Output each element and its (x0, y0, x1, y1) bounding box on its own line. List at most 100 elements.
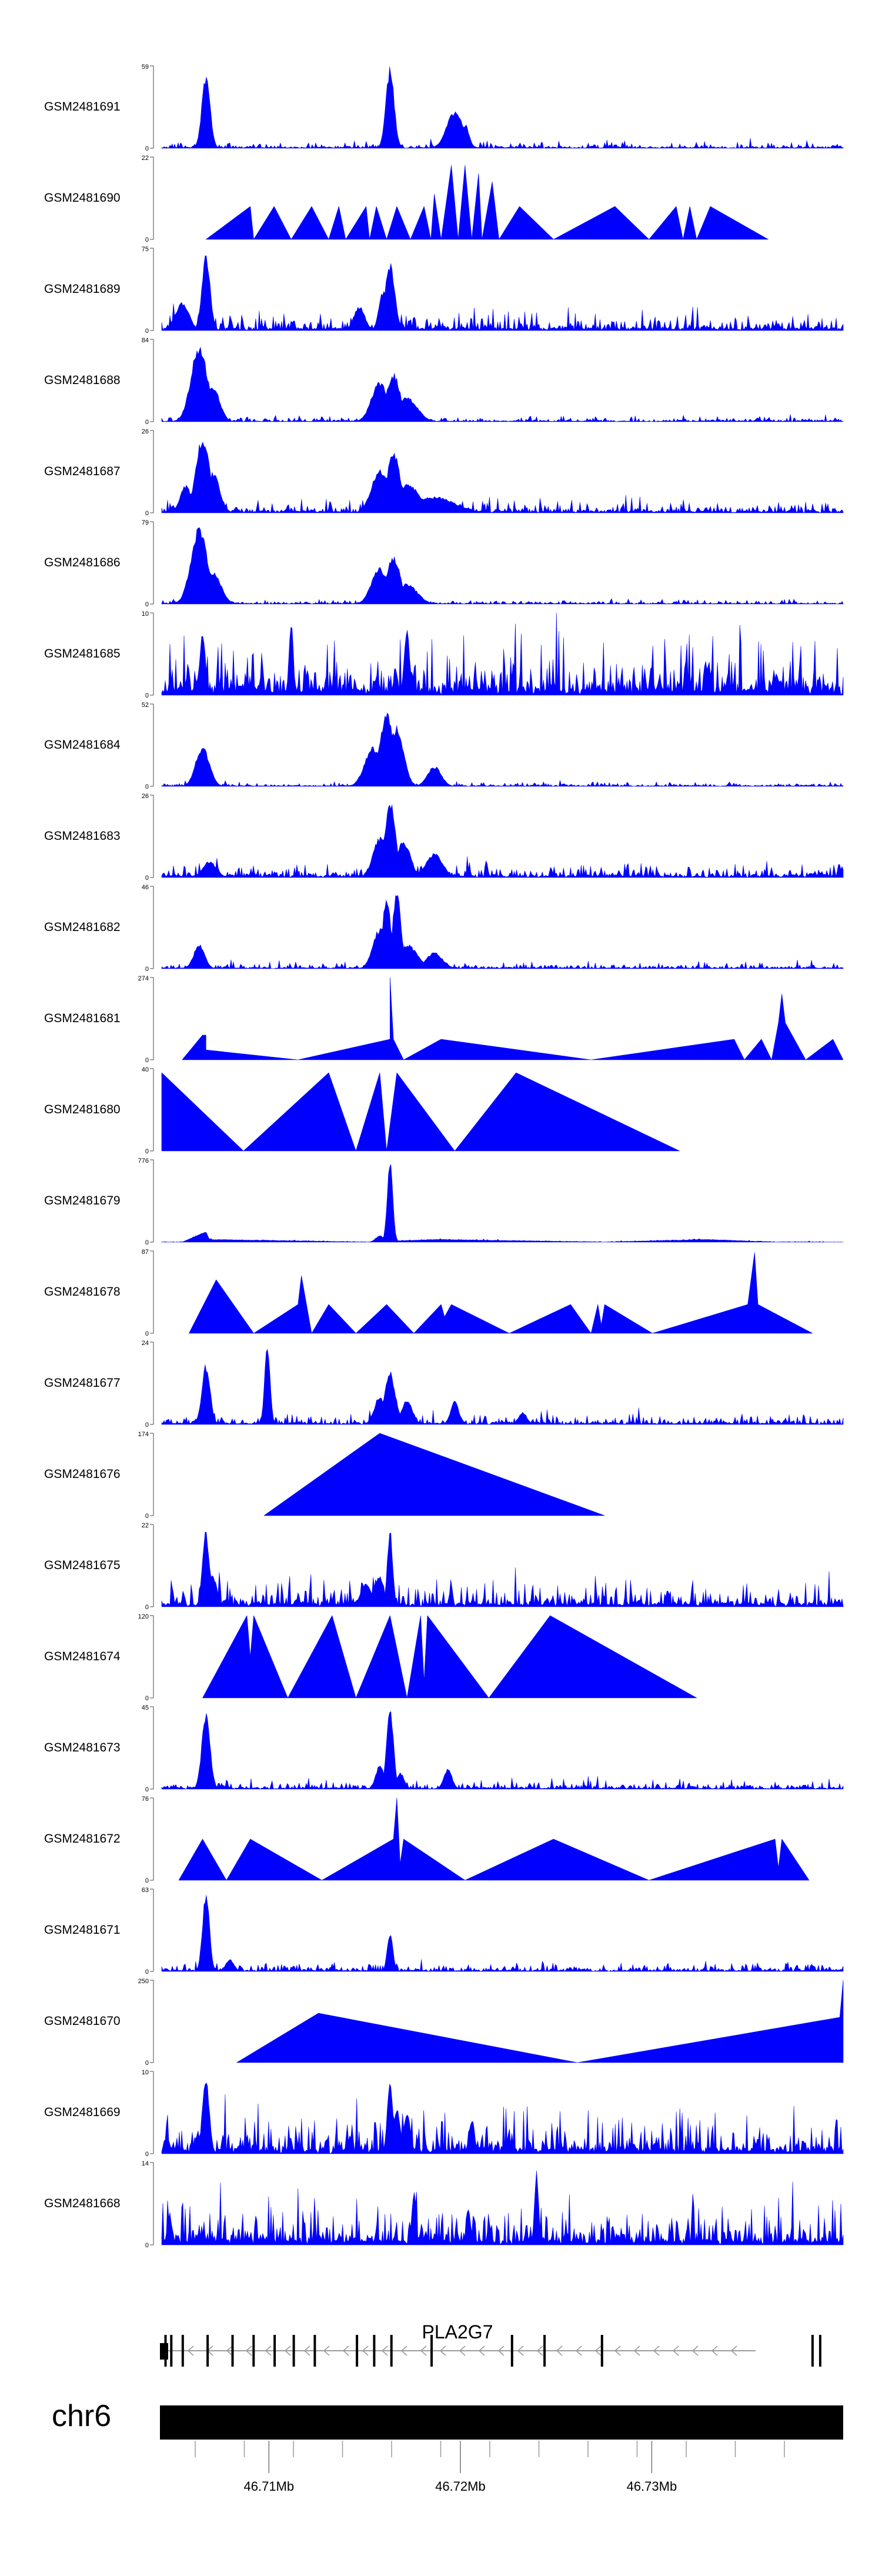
track-GSM2481681: GSM2481681 274 0 (44, 975, 844, 1064)
coverage-area (161, 1711, 844, 1790)
y-zero-label: 0 (145, 783, 149, 790)
y-zero-label: 0 (145, 1513, 149, 1520)
track-label: GSM2481677 (44, 1376, 121, 1390)
track-GSM2481668: GSM2481668 14 0 (44, 2160, 844, 2249)
y-max-label: 45 (142, 1704, 149, 1711)
track-label: GSM2481671 (44, 1923, 121, 1937)
strand-arrows (187, 2345, 737, 2356)
tracks: GSM2481691590GSM2481690220GSM2481689750G… (44, 64, 844, 2249)
track-label: GSM2481686 (44, 556, 121, 569)
y-zero-label: 0 (145, 1422, 149, 1429)
track-label: GSM2481680 (44, 1103, 121, 1116)
track-GSM2481682: GSM2481682 46 0 (44, 884, 844, 973)
y-zero-label: 0 (145, 328, 149, 335)
track-GSM2481686: GSM2481686 79 0 (44, 519, 844, 608)
track-GSM2481676: GSM2481676 174 0 (44, 1431, 605, 1520)
y-zero-label: 0 (145, 1239, 149, 1246)
y-max-label: 776 (138, 1157, 149, 1164)
y-max-label: 76 (142, 1796, 149, 1803)
track-label: GSM2481668 (44, 2197, 121, 2210)
y-zero-label: 0 (145, 1604, 149, 1611)
exon (181, 2335, 184, 2367)
y-max-label: 120 (138, 1613, 149, 1620)
exon (510, 2335, 513, 2367)
track-label: GSM2481672 (44, 1832, 121, 1846)
strand-arrow (517, 2345, 524, 2356)
strand-arrow (303, 2345, 310, 2356)
y-max-label: 24 (142, 1340, 149, 1347)
exon (170, 2335, 173, 2367)
track-label: GSM2481684 (44, 738, 121, 752)
track-label: GSM2481690 (44, 191, 121, 205)
coverage-area (161, 1349, 844, 1425)
x-tick-label: 46.71Mb (243, 2479, 294, 2494)
y-zero-label: 0 (145, 1057, 149, 1064)
coverage-area (206, 165, 769, 240)
y-max-label: 14 (142, 2160, 149, 2167)
y-zero-label: 0 (145, 236, 149, 243)
track-GSM2481687: GSM2481687 26 0 (44, 428, 844, 517)
strand-arrow (594, 2345, 602, 2356)
y-max-label: 40 (142, 1066, 149, 1073)
strand-arrow (497, 2345, 505, 2356)
coverage-area (161, 347, 844, 422)
track-label: GSM2481681 (44, 1012, 121, 1025)
coverage-area (161, 895, 844, 969)
strand-arrow (381, 2345, 388, 2356)
strand-arrow (439, 2345, 446, 2356)
y-max-label: 84 (142, 337, 149, 344)
exon (292, 2335, 295, 2367)
track-label: GSM2481687 (44, 465, 121, 478)
track-label: GSM2481670 (44, 2014, 121, 2028)
y-zero-label: 0 (145, 145, 149, 152)
track-label: GSM2481689 (44, 282, 121, 296)
coverage-area (161, 2170, 844, 2245)
strand-arrow (691, 2345, 699, 2356)
exon (818, 2335, 821, 2367)
coverage-area (189, 1252, 813, 1334)
track-GSM2481680: GSM2481680 40 0 (44, 1066, 680, 1155)
y-max-label: 46 (142, 884, 149, 891)
track-label: GSM2481678 (44, 1285, 121, 1299)
strand-arrow (536, 2345, 543, 2356)
coverage-area (161, 255, 844, 331)
y-zero-label: 0 (145, 510, 149, 517)
exon (543, 2335, 546, 2367)
chromosome-axis: chr6 46.71Mb 46.72Mb 46.73Mb (52, 2399, 843, 2494)
track-GSM2481675: GSM2481675 22 0 (44, 1522, 844, 1611)
strand-arrow (420, 2345, 427, 2356)
track-label: GSM2481675 (44, 1559, 121, 1572)
coverage-area (161, 1531, 844, 1607)
y-zero-label: 0 (145, 1148, 149, 1155)
y-zero-label: 0 (145, 419, 149, 426)
strand-arrow (730, 2345, 737, 2356)
y-zero-label: 0 (145, 875, 149, 882)
y-max-label: 79 (142, 519, 149, 526)
strand-arrow (284, 2345, 291, 2356)
coverage-area (161, 527, 844, 605)
coverage-area (161, 2083, 844, 2154)
coverage-area (161, 712, 844, 787)
y-max-label: 52 (142, 702, 149, 709)
coverage-area (161, 442, 844, 513)
exon (164, 2335, 167, 2367)
strand-arrow (400, 2345, 407, 2356)
exon (373, 2335, 376, 2367)
exon (390, 2335, 393, 2367)
track-label: GSM2481669 (44, 2105, 121, 2119)
track-GSM2481691: GSM2481691 59 0 (44, 64, 844, 152)
strand-arrow (245, 2345, 252, 2356)
track-label: GSM2481683 (44, 829, 121, 843)
gene-name: PLA2G7 (422, 2321, 493, 2343)
coverage-area (161, 805, 844, 878)
exon (273, 2335, 276, 2367)
strand-arrow (362, 2345, 369, 2356)
y-max-label: 26 (142, 428, 149, 435)
track-GSM2481672: GSM2481672 76 0 (44, 1796, 810, 1884)
track-GSM2481669: GSM2481669 10 0 (44, 2069, 844, 2158)
exon (252, 2335, 255, 2367)
y-max-label: 22 (142, 1522, 149, 1529)
strand-arrow (187, 2345, 194, 2356)
y-zero-label: 0 (145, 2242, 149, 2249)
coverage-area (161, 1164, 844, 1243)
